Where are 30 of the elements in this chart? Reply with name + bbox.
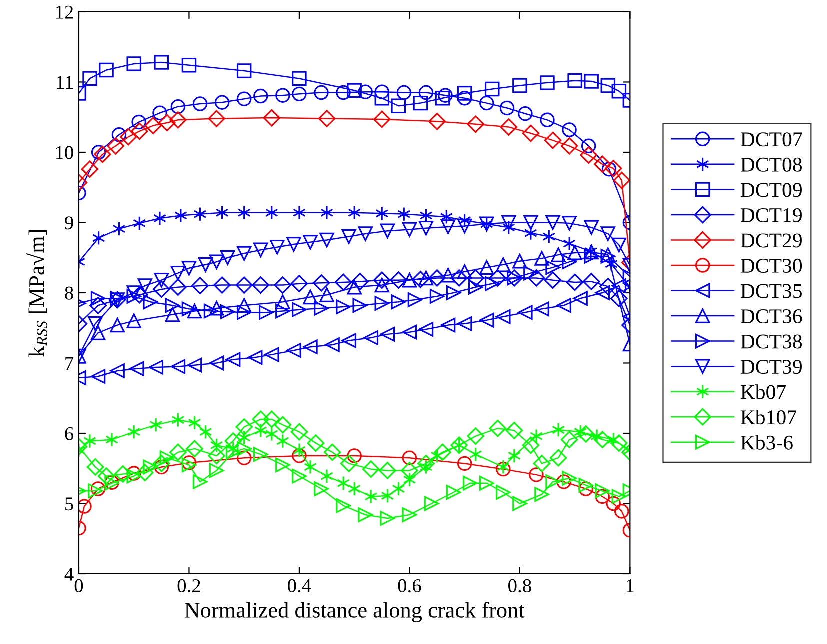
x-tick-label: 0.6: [398, 579, 422, 593]
x-axis-title: Normalized distance along crack front: [184, 602, 525, 622]
legend-label: Kb107: [740, 410, 796, 425]
legend-label: DCT38: [740, 334, 802, 349]
x-tick-label: 1: [627, 580, 634, 592]
x-tick-label: 0.4: [288, 579, 312, 593]
legend-label: DCT19: [740, 208, 802, 222]
x-tick-label: 0.8: [508, 579, 532, 593]
y-axis-title: k$_{RSS}$ [MPa√m]: [26, 230, 48, 358]
legend-label: Kb07: [740, 384, 786, 400]
x-tick-label: 0.2: [178, 579, 200, 593]
legend-label: DCT35: [740, 284, 802, 298]
y-tick-label: 9: [65, 216, 74, 230]
legend-label: DCT07: [740, 132, 802, 147]
legend-label: DCT09: [740, 183, 802, 198]
y-tick-label: 6: [65, 427, 74, 440]
y-tick-label: 5: [66, 498, 74, 511]
legend-label: DCT39: [740, 360, 802, 374]
y-tick-label: 8: [65, 286, 74, 300]
y-tick-label: 11: [57, 76, 73, 89]
legend-label: DCT36: [740, 310, 802, 324]
y-tick-label: 10: [56, 146, 74, 160]
y-tick-label: 4: [64, 568, 74, 581]
legend-label: DCT30: [740, 258, 802, 273]
y-tick-label: 7: [66, 357, 74, 370]
y-tick-label: 12: [56, 6, 74, 19]
legend-label: Kb3-6: [740, 435, 793, 450]
x-tick-label: 0: [74, 579, 84, 593]
legend-label: DCT29: [740, 234, 802, 248]
legend-label: DCT08: [740, 158, 802, 172]
